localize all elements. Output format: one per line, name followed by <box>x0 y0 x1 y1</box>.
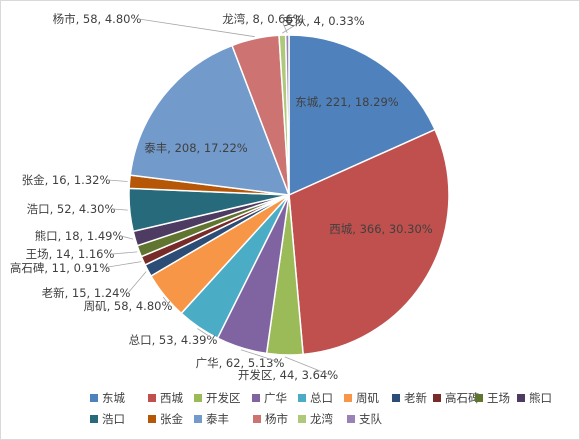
legend-label-6: 周矶 <box>356 391 379 405</box>
pie-slice-16 <box>284 34 290 196</box>
legend-swatch-6 <box>344 394 352 402</box>
legend-swatch-5 <box>298 394 306 402</box>
legend-label-12: 张金 <box>160 412 183 426</box>
leader-line-7 <box>127 271 147 294</box>
data-label-12: 张金, 16, 1.32% <box>22 173 111 187</box>
data-label-16: 支队, 4, 0.33% <box>283 14 365 28</box>
data-label-4: 广华, 62, 5.13% <box>196 356 285 370</box>
leader-line-11 <box>112 208 128 211</box>
data-label-14: 杨市, 58, 4.80% <box>53 12 142 26</box>
legend-swatch-3 <box>194 394 202 402</box>
legend-label-3: 开发区 <box>206 391 241 405</box>
legend-label-14: 杨市 <box>265 412 288 426</box>
legend-swatch-14 <box>253 415 261 423</box>
legend-swatch-11 <box>90 415 98 423</box>
leader-line-5 <box>197 328 216 341</box>
pie-slice-1 <box>288 34 437 197</box>
legend-swatch-16 <box>347 415 355 423</box>
legend-swatch-1 <box>90 394 98 402</box>
legend-swatch-12 <box>148 415 156 423</box>
legend-label-9: 王场 <box>487 391 510 405</box>
legend-swatch-4 <box>252 394 260 402</box>
data-label-10: 熊口, 18, 1.49% <box>35 229 124 243</box>
data-label-11: 浩口, 52, 4.30% <box>27 202 116 216</box>
legend-label-16: 支队 <box>359 412 382 426</box>
legend-swatch-10 <box>517 394 525 402</box>
leader-line-16 <box>281 20 288 34</box>
data-label-6: 周矶, 58, 4.80% <box>84 299 173 313</box>
legend-swatch-8 <box>433 394 441 402</box>
data-label-13: 泰丰, 208, 17.22% <box>144 141 247 155</box>
legend-swatch-7 <box>392 394 400 402</box>
data-label-9: 王场, 14, 1.16% <box>26 247 115 261</box>
legend-swatch-9 <box>475 394 483 402</box>
data-label-7: 老新, 15, 1.24% <box>42 286 131 300</box>
leader-line-14 <box>138 18 255 38</box>
legend-swatch-15 <box>298 415 306 423</box>
data-label-5: 总口, 53, 4.39% <box>129 333 218 347</box>
leader-line-3 <box>284 356 331 376</box>
leader-line-9 <box>111 251 138 255</box>
pie-slice-2 <box>288 128 450 356</box>
leader-line-12 <box>107 179 128 182</box>
data-label-8: 高石碑, 11, 0.91% <box>10 261 110 275</box>
legend-swatch-2 <box>148 394 156 402</box>
legend-label-2: 西城 <box>160 391 183 405</box>
legend-label-7: 老新 <box>404 391 427 405</box>
leader-line-8 <box>101 261 142 269</box>
legend-label-11: 浩口 <box>102 412 125 426</box>
leader-line-4 <box>240 349 283 364</box>
legend-label-8: 高石碑 <box>445 391 480 405</box>
data-label-3: 开发区, 44, 3.64% <box>238 368 338 382</box>
leader-line-6 <box>162 296 171 307</box>
leader-line-10 <box>120 235 134 240</box>
legend-label-15: 龙湾 <box>310 412 333 426</box>
legend-swatch-13 <box>194 415 202 423</box>
legend-label-1: 东城 <box>102 391 125 405</box>
data-label-15: 龙湾, 8, 0.66% <box>222 12 304 26</box>
legend-label-4: 广华 <box>264 391 287 405</box>
legend-label-13: 泰丰 <box>206 412 229 426</box>
data-label-2: 西城, 366, 30.30% <box>329 222 432 236</box>
legend-label-5: 总口 <box>310 391 333 405</box>
data-labels: 东城, 221, 18.29% 西城, 366, 30.30% 开发区, 44, 3… <box>10 12 433 382</box>
pie-slices <box>128 34 450 356</box>
pie-slice-13 <box>129 44 291 196</box>
data-label-1: 东城, 221, 18.29% <box>295 95 398 109</box>
legend-label-10: 熊口 <box>529 391 552 405</box>
